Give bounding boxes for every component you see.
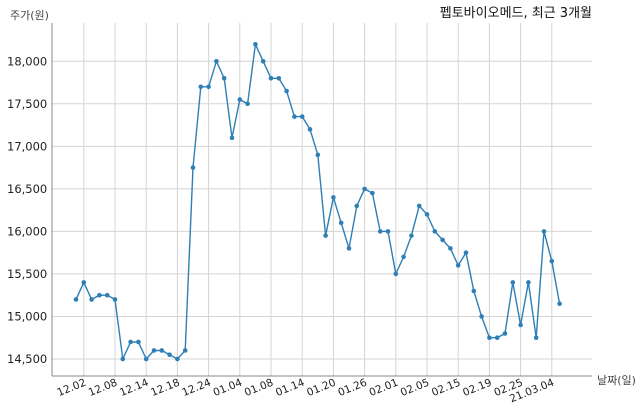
x-tick-label: 02.05 [399, 377, 431, 399]
data-point [299, 114, 305, 119]
x-tick-labels: 12.0212.0812.1412.1812.2401.0401.0801.14… [56, 377, 557, 406]
data-point [190, 165, 196, 170]
y-tick-label: 15,000 [7, 309, 47, 323]
data-point [401, 254, 406, 260]
data-point [362, 186, 367, 192]
data-point [346, 246, 352, 251]
data-point [198, 84, 204, 90]
data-point [182, 348, 188, 353]
data-point [307, 127, 313, 132]
marker-layer [73, 41, 562, 362]
data-point [112, 297, 118, 302]
data-point [81, 280, 87, 285]
data-point [338, 220, 344, 226]
data-point [377, 229, 383, 234]
data-point [463, 250, 469, 255]
y-tick-label: 14,500 [7, 352, 47, 366]
x-tick-label: 02.19 [461, 377, 493, 399]
data-point [206, 84, 211, 90]
data-point [229, 135, 235, 141]
x-tick-label: 01.04 [212, 377, 245, 400]
x-tick-label: 01.26 [336, 377, 369, 400]
data-point [440, 237, 445, 243]
x-tick-label: 01.14 [274, 377, 307, 400]
data-point [424, 212, 430, 217]
data-point [432, 229, 438, 234]
grid-layer [52, 23, 592, 376]
data-point [221, 75, 227, 81]
y-tick-label: 16,500 [7, 182, 47, 196]
data-point [268, 75, 274, 81]
y-tick-label: 18,000 [7, 54, 47, 68]
data-point [479, 314, 484, 319]
data-point [323, 233, 328, 238]
data-point [120, 356, 126, 362]
y-tick-labels: 14,500 15,000 15,500 16,000 16,500 17,000 17,5… [7, 54, 47, 366]
data-point [393, 271, 399, 277]
x-tick-label: 01.08 [243, 377, 275, 399]
x-tick-label: 12.24 [180, 377, 213, 400]
data-point [518, 322, 523, 328]
y-tick-label: 15,500 [7, 267, 47, 281]
data-point [409, 233, 414, 238]
data-point [370, 190, 375, 196]
data-point [214, 58, 219, 64]
data-point [97, 292, 102, 298]
data-point [315, 152, 321, 158]
y-tick-label: 16,000 [7, 224, 47, 238]
chart-title: 펩토바이오메드, 최근 3개월 [440, 6, 592, 21]
x-tick-label: 12.14 [118, 377, 151, 400]
data-point [245, 101, 250, 107]
data-point [385, 229, 391, 234]
data-point [143, 356, 149, 362]
x-axis-label: 날짜(일) [597, 373, 636, 387]
data-point [448, 246, 453, 251]
data-point [510, 280, 516, 285]
data-point [331, 195, 336, 200]
data-point [136, 339, 141, 345]
data-point [292, 114, 297, 119]
data-point [502, 331, 508, 336]
data-point [533, 335, 539, 341]
data-point [541, 229, 547, 234]
data-point [487, 335, 492, 341]
data-point [526, 280, 531, 285]
data-point [557, 301, 562, 306]
data-point [104, 292, 110, 298]
data-point [455, 263, 461, 268]
x-tick-label: 12.18 [149, 377, 181, 399]
data-point [284, 88, 289, 94]
x-tick-label: 12.08 [87, 377, 119, 399]
data-point [276, 75, 282, 81]
data-point [73, 297, 79, 302]
data-point [167, 352, 172, 358]
data-point [354, 203, 360, 209]
data-point [494, 335, 500, 341]
data-point [416, 203, 422, 209]
data-point [159, 348, 165, 353]
data-point [260, 58, 266, 64]
data-point [151, 348, 157, 353]
data-point [471, 288, 477, 294]
y-tick-label: 17,000 [7, 139, 47, 153]
axis-layer [51, 23, 592, 377]
y-tick-label: 17,500 [7, 97, 47, 111]
x-tick-label: 02.01 [368, 377, 400, 399]
data-point [89, 297, 94, 302]
data-point [549, 258, 555, 264]
price-line [75, 41, 561, 362]
x-tick-label: 02.15 [430, 377, 462, 399]
data-point [128, 339, 133, 345]
x-tick-label: 12.02 [56, 377, 88, 399]
data-point [175, 356, 180, 362]
y-axis-label: 주가(원) [10, 9, 49, 22]
data-point [237, 97, 243, 102]
data-point [253, 41, 258, 47]
x-tick-label: 01.20 [305, 377, 337, 399]
